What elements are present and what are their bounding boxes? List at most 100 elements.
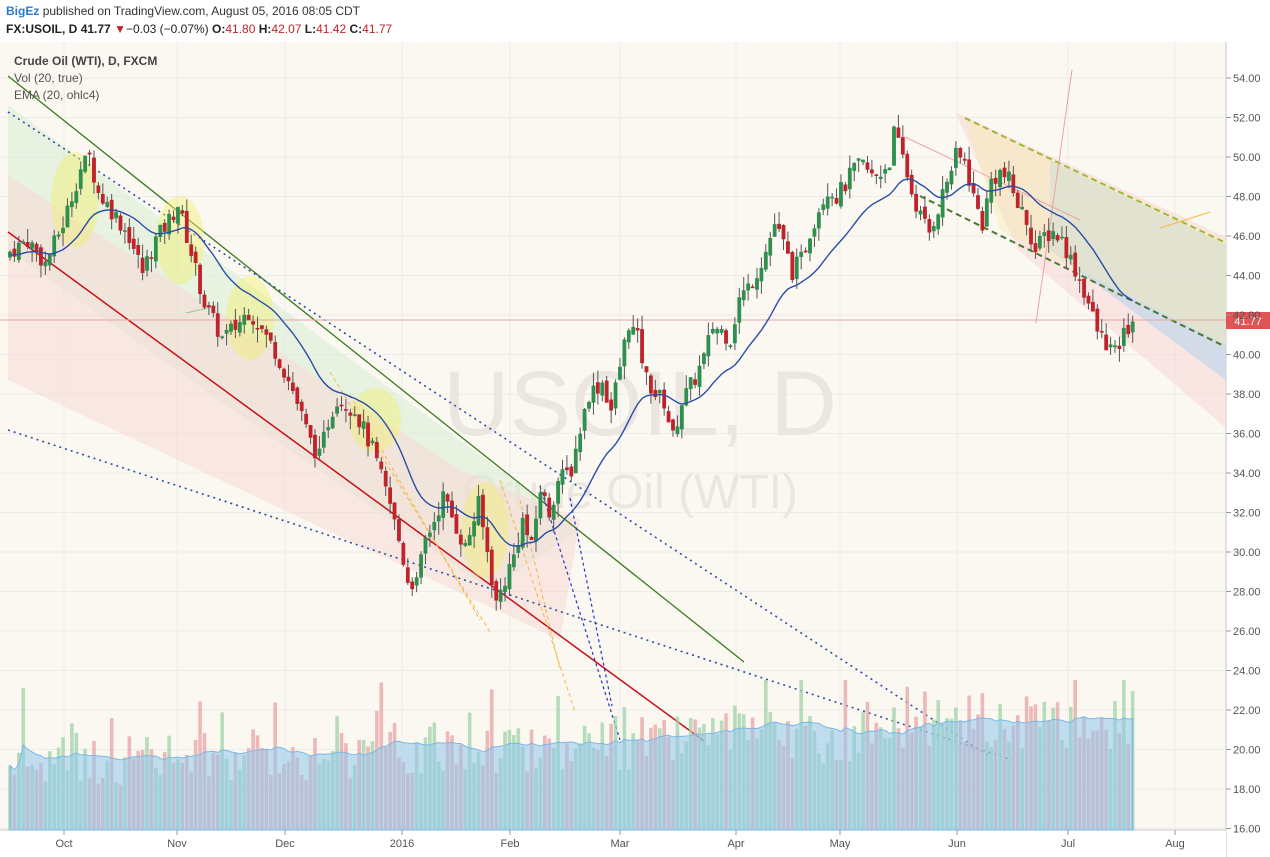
candle[interactable] [565,455,569,475]
candle[interactable] [812,224,817,247]
candle[interactable] [149,251,154,273]
candle[interactable] [1117,336,1122,362]
candle[interactable] [936,213,941,235]
candle[interactable] [1091,289,1095,312]
candle[interactable] [379,457,384,474]
candle[interactable] [953,141,958,176]
candle[interactable] [1095,304,1100,340]
candle[interactable] [786,231,790,254]
candle[interactable] [171,210,176,224]
candle[interactable] [719,325,724,336]
candle[interactable] [1126,313,1131,338]
candle[interactable] [1037,230,1042,251]
candle[interactable] [640,315,644,369]
candle[interactable] [511,543,516,571]
candle[interactable] [622,337,627,380]
candle[interactable] [352,406,357,417]
candle[interactable] [679,405,684,439]
orange-fan-3[interactable] [499,479,576,713]
candle[interactable] [653,379,658,401]
candle[interactable] [92,150,96,194]
right-channel-drawings[interactable] [904,69,1226,428]
candle[interactable] [233,308,238,339]
candle[interactable] [1020,194,1025,210]
candle[interactable] [494,578,499,611]
candle[interactable] [896,114,901,138]
candle[interactable] [635,318,640,343]
candle[interactable] [423,535,428,565]
candle[interactable] [675,415,680,438]
candle[interactable] [666,405,671,423]
candle[interactable] [39,244,43,278]
highlight-ellipse-4[interactable] [349,388,401,452]
candle[interactable] [595,370,600,405]
candle[interactable] [905,150,910,181]
candle[interactable] [87,149,92,166]
candle[interactable] [383,466,388,496]
candle[interactable] [1121,318,1126,352]
legend-volume[interactable]: Vol (20, true) [14,71,83,85]
candle[interactable] [127,218,132,250]
candle[interactable] [816,208,821,241]
red-trendline[interactable] [7,231,705,742]
candle[interactable] [573,435,578,474]
candle[interactable] [600,379,605,402]
candle[interactable] [940,175,945,226]
ema-line[interactable] [9,178,1134,547]
candle[interactable] [843,182,848,195]
candle[interactable] [131,226,136,255]
candle[interactable] [1064,225,1069,269]
candle[interactable] [198,263,202,304]
candle[interactable] [869,159,874,178]
candle[interactable] [467,527,472,546]
candle[interactable] [153,234,158,269]
candle[interactable] [883,164,888,184]
small-green-segment[interactable] [185,305,217,314]
candle[interactable] [702,351,706,370]
author-link[interactable]: BigEz [6,4,40,18]
candle[interactable] [847,155,852,199]
blue-dotted-trendline-lower[interactable] [7,429,1013,761]
candle[interactable] [308,425,313,445]
candle[interactable] [401,541,406,567]
candle[interactable] [78,161,83,195]
candle[interactable] [697,355,702,396]
candle[interactable] [525,504,530,548]
candle[interactable] [732,317,737,350]
candle[interactable] [414,571,419,593]
candle[interactable] [145,249,149,277]
candle[interactable] [516,532,521,559]
candle[interactable] [631,315,636,335]
candle[interactable] [777,211,781,233]
candle[interactable] [140,244,145,281]
candle[interactable] [993,169,998,197]
candle[interactable] [613,379,618,416]
candle[interactable] [463,539,468,548]
candle[interactable] [507,552,512,596]
candle[interactable] [1073,245,1078,282]
candle[interactable] [1051,222,1056,247]
candle[interactable] [644,366,649,385]
candle[interactable] [688,377,693,401]
candle[interactable] [684,375,689,407]
candle[interactable] [781,224,786,251]
candle[interactable] [746,274,751,301]
candle[interactable] [918,205,923,221]
candle[interactable] [542,489,547,504]
candle[interactable] [503,577,507,602]
highlight-ellipse-2[interactable] [156,196,204,284]
candle[interactable] [728,344,733,349]
candle[interactable] [839,174,843,209]
candle[interactable] [1099,319,1104,339]
candle[interactable] [432,512,437,540]
price-axis[interactable] [1226,42,1270,857]
candle[interactable] [1130,315,1135,343]
candle[interactable] [1042,224,1047,248]
candle[interactable] [427,524,432,547]
candle[interactable] [892,125,896,166]
candle[interactable] [560,459,565,494]
candle[interactable] [304,408,309,428]
candle[interactable] [348,408,353,430]
candle[interactable] [388,476,393,514]
right-lower-dashed-line[interactable] [919,195,1225,347]
